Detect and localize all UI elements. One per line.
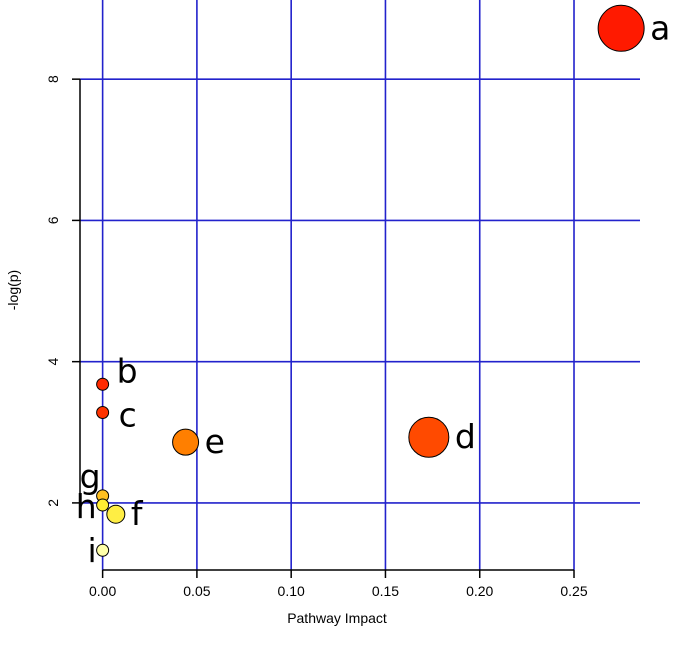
x-tick-label-3: 0.15 [372,583,399,599]
y-tick-label-0: 2 [45,499,61,507]
y-tick-label-3: 8 [45,75,61,83]
point-h [96,498,110,512]
point-i [96,543,110,557]
point-d [408,416,450,458]
point-f [106,504,126,524]
y-axis-title: -log(p) [5,270,21,310]
x-axis-title: Pathway Impact [287,610,387,626]
point-b [96,377,110,391]
x-tick-label-0: 0.00 [89,583,116,599]
grid-lines [80,0,640,570]
x-tick-label-4: 0.20 [466,583,493,599]
x-tick-label-5: 0.25 [560,583,587,599]
point-label-f: f [131,494,144,533]
y-tick-label-1: 4 [45,358,61,366]
data-points: a bc d e gh fi [76,4,670,570]
point-a [597,4,645,52]
x-axis-ticks: 0.00 0.05 0.10 0.15 0.20 0.25 [89,570,588,599]
point-label-h: h [76,487,97,526]
y-axis-ticks: 2 4 6 8 [45,75,80,507]
point-label-e: e [205,422,225,461]
point-label-i: i [87,531,96,570]
point-label-a: a [650,8,670,47]
axes [79,79,575,571]
point-c [96,406,110,420]
x-tick-label-2: 0.10 [278,583,305,599]
y-tick-label-2: 6 [45,216,61,224]
point-label-g: g [80,457,101,496]
point-label-b: b [117,351,138,390]
point-label-d: d [455,417,476,456]
point-label-c: c [119,396,137,435]
x-tick-label-1: 0.05 [183,583,210,599]
point-e [172,428,200,456]
